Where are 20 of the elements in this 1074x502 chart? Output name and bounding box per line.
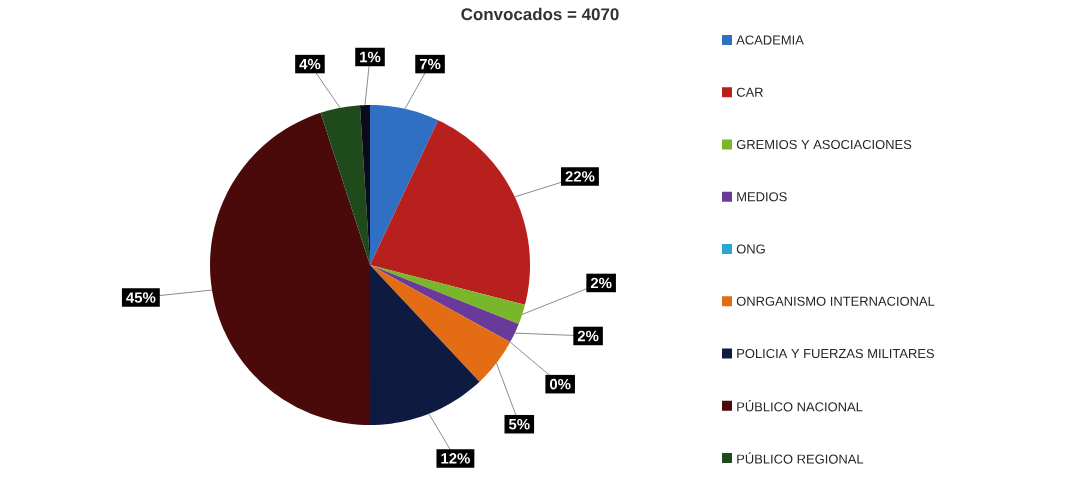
legend-label: ONRGANISMO INTERNACIONAL bbox=[736, 296, 935, 306]
legend-label: POLICIA Y FUERZAS MILITARES bbox=[737, 348, 935, 359]
legend-label: PÚBLICO NACIONAL bbox=[737, 400, 863, 412]
data-label: 22% bbox=[565, 171, 595, 182]
data-label: 1% bbox=[360, 51, 381, 63]
legend-label: MEDIOS bbox=[737, 192, 787, 202]
data-label: 7% bbox=[419, 58, 441, 70]
legend-label: ONG bbox=[736, 244, 765, 254]
legend-label: GREMIOS Y ASOCIACIONES bbox=[736, 139, 912, 150]
chart-title: Convocados = 4070 bbox=[461, 7, 619, 21]
data-label: 4% bbox=[299, 58, 321, 70]
legend-label: CAR bbox=[736, 87, 763, 97]
data-label: 45% bbox=[126, 292, 156, 303]
data-label: 12% bbox=[441, 453, 470, 464]
legend-label: PÚBLICO REGIONAL bbox=[737, 452, 864, 464]
data-label: 2% bbox=[590, 277, 612, 289]
data-label: 2% bbox=[577, 330, 599, 342]
legend-label: ACADEMIA bbox=[736, 35, 804, 45]
text: 0% bbox=[549, 378, 571, 390]
data-label: 5% bbox=[508, 418, 530, 430]
